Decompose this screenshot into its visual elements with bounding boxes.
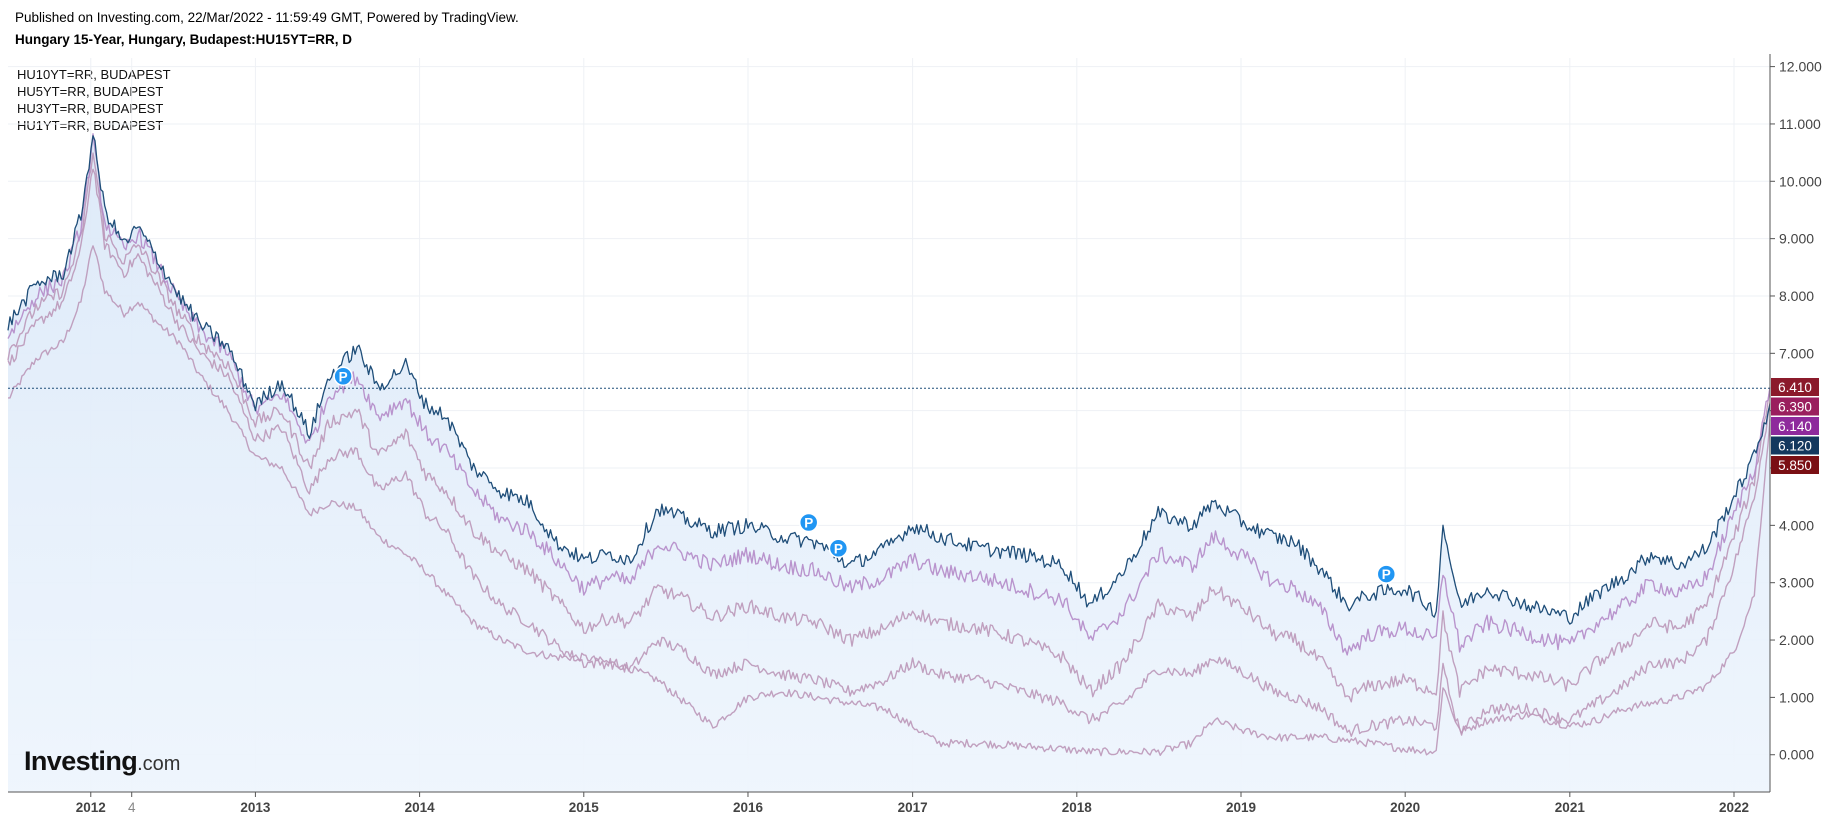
axes-layer: 12.00011.00010.0009.0008.0007.0006.0005.… (8, 54, 1822, 815)
investing-logo: Investing.com (24, 746, 181, 776)
marker-circle (1376, 564, 1397, 584)
badge-bg (1771, 436, 1819, 455)
y-tick-label: 10.000 (1779, 173, 1822, 189)
x-tick-label: 2019 (1226, 800, 1256, 815)
last-value-badge: 6.390 (1771, 397, 1819, 416)
x-tick-label: 2015 (569, 800, 600, 815)
last-value-badge: 6.140 (1771, 417, 1819, 435)
x-tick-label: 2014 (405, 800, 436, 815)
marker-label: P (1382, 567, 1391, 582)
event-marker[interactable]: P (798, 512, 819, 533)
badge-bg (1771, 417, 1819, 435)
last-value-badge: 5.850 (1771, 456, 1819, 474)
published-caption: Published on Investing.com, 22/Mar/2022 … (15, 10, 519, 25)
series-layer (7, 133, 1771, 757)
x-tick-label: 2013 (240, 800, 271, 815)
y-tick-label: 11.000 (1779, 116, 1821, 132)
badge-value: 6.140 (1778, 419, 1812, 434)
y-tick-label: 2.000 (1779, 632, 1814, 648)
marker-circle (798, 512, 819, 533)
symbol-title: Hungary 15-Year, Hungary, Budapest:HU15Y… (15, 32, 352, 47)
marker-label: P (339, 369, 348, 384)
series-line-hu15yt (7, 135, 1771, 625)
badge-value: 6.120 (1778, 439, 1812, 454)
x-tick-label: 2012 (76, 800, 106, 815)
event-marker[interactable]: P (333, 366, 353, 387)
last-value-badge: 6.120 (1771, 436, 1819, 455)
y-tick-label: 9.000 (1779, 231, 1814, 247)
series-line-hu10yt (7, 133, 1771, 656)
y-tick-label: 0.000 (1779, 747, 1814, 763)
marker-label: P (834, 541, 843, 556)
badge-value: 5.850 (1778, 458, 1812, 473)
last-value-badges: 6.410 6.390 6.140 6.120 5.850 (1771, 378, 1819, 474)
x-tick-label: 2016 (733, 800, 764, 815)
series-line-hu3yt (7, 168, 1771, 737)
badge-value: 6.390 (1778, 400, 1812, 415)
badge-bg (1771, 456, 1819, 474)
y-tick-label: 4.000 (1779, 517, 1814, 533)
x-tick-label: 2017 (898, 800, 928, 815)
series-line-hu1yt (8, 245, 1771, 757)
marker-circle (828, 538, 849, 559)
legend-item-hu3yt[interactable]: HU3YT=RR, BUDAPEST (17, 101, 164, 116)
badge-bg (1771, 378, 1819, 396)
legend-item-hu1yt[interactable]: HU1YT=RR, BUDAPEST (17, 118, 164, 133)
x-tick-label: 2021 (1555, 800, 1586, 815)
y-tick-label: 12.000 (1779, 59, 1822, 75)
y-tick-label: 8.000 (1779, 288, 1814, 304)
x-tick-label: 2022 (1719, 800, 1749, 815)
event-marker[interactable]: P (1376, 564, 1397, 584)
x-tick-label: 2020 (1390, 800, 1420, 815)
series-line-hu5yt (7, 152, 1771, 703)
y-tick-label: 3.000 (1779, 575, 1814, 591)
markers-layer: P P P P (333, 366, 1397, 584)
last-value-badge: 6.410 (1771, 378, 1819, 396)
y-tick-label: 7.000 (1779, 345, 1814, 361)
y-tick-label: 1.000 (1779, 689, 1814, 705)
x-tick-label: 2018 (1062, 800, 1093, 815)
legend-item-hu5yt[interactable]: HU5YT=RR, BUDAPEST (17, 84, 164, 99)
marker-circle (333, 366, 353, 387)
x-tick-label: 4 (128, 800, 136, 815)
marker-label: P (804, 515, 813, 530)
badge-bg (1771, 397, 1819, 416)
event-marker[interactable]: P (828, 538, 849, 559)
badge-value: 6.410 (1778, 380, 1812, 395)
